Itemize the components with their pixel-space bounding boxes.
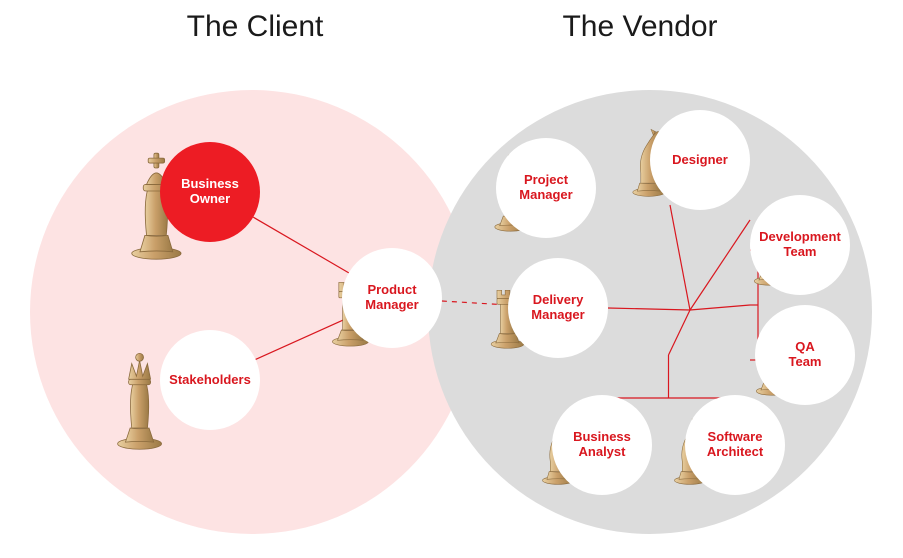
node-label: DevelopmentTeam bbox=[753, 230, 847, 260]
client-title-text: The Client bbox=[187, 10, 324, 43]
node-stakeholders: Stakeholders bbox=[160, 330, 260, 430]
node-designer: Designer bbox=[650, 110, 750, 210]
node-label: BusinessAnalyst bbox=[567, 430, 637, 460]
node-label: ProductManager bbox=[359, 283, 424, 313]
diagram-stage: The Client The Vendor BusinessOwner Stake… bbox=[0, 0, 903, 558]
node-label: ProjectManager bbox=[513, 173, 578, 203]
node-label: Stakeholders bbox=[163, 373, 257, 388]
node-project-manager: ProjectManager bbox=[496, 138, 596, 238]
node-qa-team: QATeam bbox=[755, 305, 855, 405]
node-business-owner: BusinessOwner bbox=[160, 142, 260, 242]
client-title: The Client bbox=[155, 10, 355, 44]
node-label: QATeam bbox=[783, 340, 828, 370]
node-label: SoftwareArchitect bbox=[701, 430, 769, 460]
node-label: Designer bbox=[666, 153, 734, 168]
node-software-architect: SoftwareArchitect bbox=[685, 395, 785, 495]
node-product-manager: ProductManager bbox=[342, 248, 442, 348]
vendor-title: The Vendor bbox=[540, 10, 740, 44]
node-business-analyst: BusinessAnalyst bbox=[552, 395, 652, 495]
node-label: BusinessOwner bbox=[175, 177, 245, 207]
vendor-title-text: The Vendor bbox=[562, 10, 717, 43]
node-delivery-manager: DeliveryManager bbox=[508, 258, 608, 358]
node-development-team: DevelopmentTeam bbox=[750, 195, 850, 295]
node-label: DeliveryManager bbox=[525, 293, 590, 323]
